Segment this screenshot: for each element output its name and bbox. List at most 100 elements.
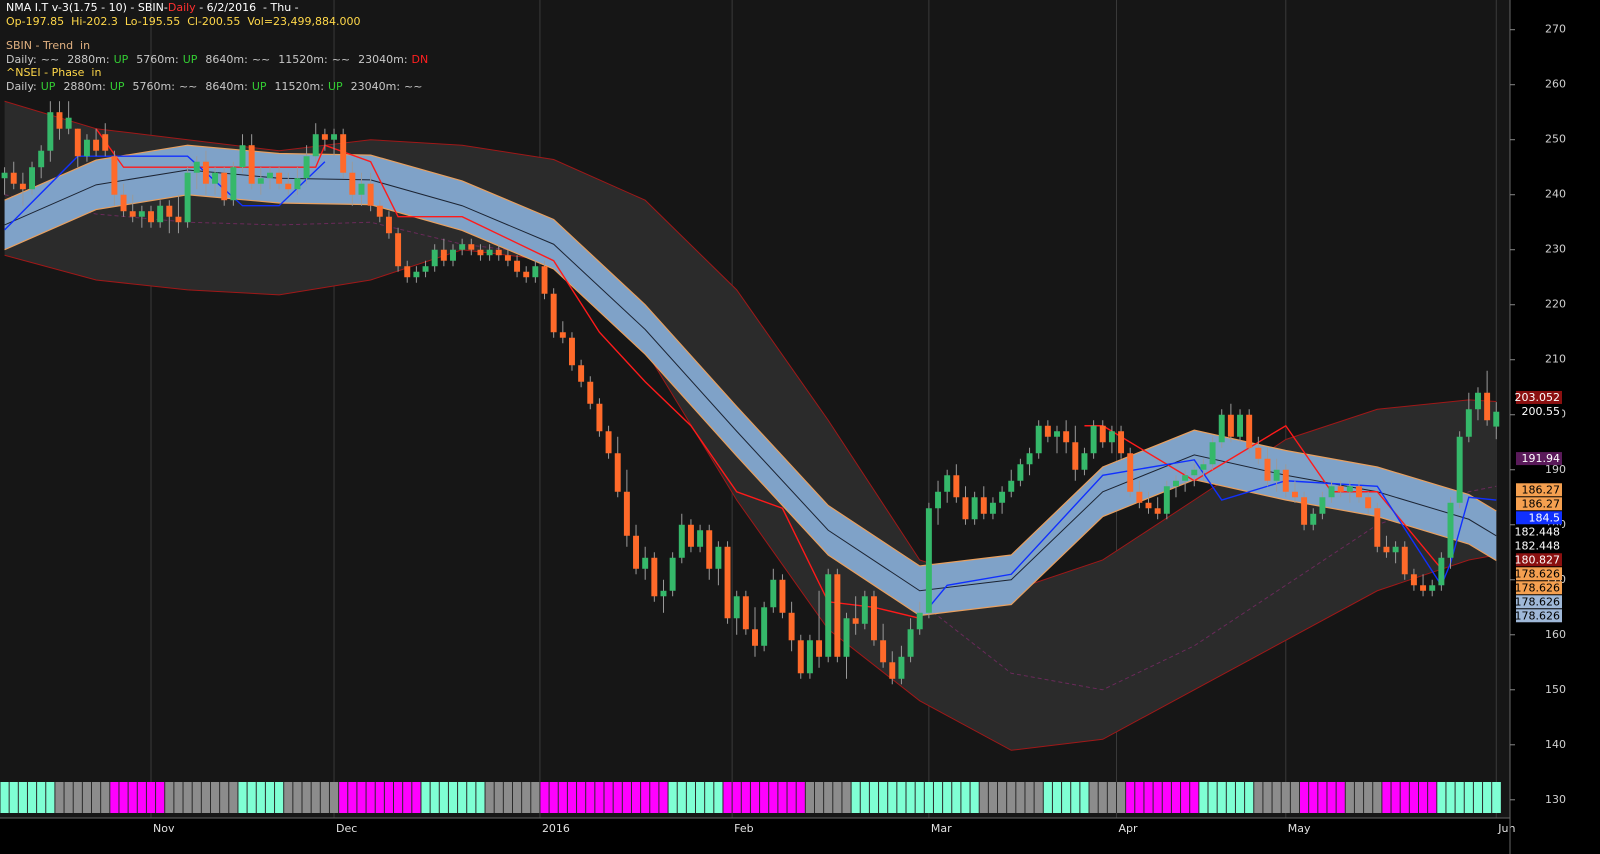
candle-body — [212, 172, 219, 184]
candle-body — [678, 524, 685, 558]
phase-run — [979, 782, 1044, 813]
y-tick-label: 160 — [1545, 628, 1566, 641]
candle-body — [806, 640, 813, 674]
candle-body — [1374, 508, 1381, 547]
price-label-box — [1516, 404, 1562, 418]
candle-body — [477, 249, 484, 256]
candle-body — [1328, 486, 1335, 498]
candle-body — [1172, 480, 1179, 487]
price-label: 186.27 — [1522, 483, 1561, 496]
candle-body — [74, 128, 81, 157]
candle-body — [935, 491, 942, 509]
candle-body — [953, 475, 960, 498]
candle-body — [559, 332, 566, 338]
candle-body — [605, 431, 612, 454]
candle-body — [1218, 414, 1225, 443]
candle-body — [111, 156, 118, 195]
candle-body — [889, 662, 896, 679]
candle-body — [1200, 464, 1207, 470]
candle-body — [779, 579, 786, 613]
header-text: UP — [113, 53, 129, 66]
x-tick-label: Apr — [1118, 822, 1138, 835]
header-text: UP — [109, 80, 125, 93]
candle-body — [321, 134, 328, 140]
header-text: SBIN - Trend in — [6, 39, 91, 52]
header-text: ~~ — [404, 80, 423, 93]
candle-body — [1209, 442, 1216, 465]
candle-body — [880, 640, 887, 663]
candle-body — [816, 640, 823, 657]
price-label: 180.827 — [1515, 553, 1561, 566]
header-text: DN — [411, 53, 429, 66]
candle-body — [1255, 447, 1262, 459]
candle-body — [925, 508, 932, 613]
candle-body — [376, 205, 383, 217]
candle-body — [385, 216, 392, 234]
candle-body — [1301, 497, 1308, 525]
candle-body — [175, 216, 182, 223]
x-tick-label: Dec — [336, 822, 357, 835]
header-text: ~~ — [178, 80, 198, 93]
header-text: ^NSEI - Phase in — [6, 66, 102, 79]
y-tick-label: 230 — [1545, 243, 1566, 256]
y-tick-label: 140 — [1545, 738, 1566, 751]
candle-body — [349, 172, 356, 195]
candle-body — [642, 557, 649, 569]
candle-body — [1365, 497, 1372, 509]
candle-body — [1145, 502, 1152, 509]
candle-body — [587, 381, 594, 404]
candle-body — [1282, 469, 1289, 492]
candle-body — [1484, 392, 1491, 421]
price-label-box — [1516, 525, 1562, 539]
price-label: 186.27 — [1522, 497, 1561, 510]
header-text: 23040m: — [350, 80, 401, 93]
candle-body — [633, 535, 640, 569]
candle-body — [331, 134, 338, 140]
header-text: Op-197.85 Hi-202.3 Lo-195.55 Cl-200.55 V… — [6, 15, 361, 28]
candle-body — [431, 249, 438, 267]
candle-body — [834, 574, 841, 657]
phase-run — [1253, 782, 1300, 813]
header-text: ~~ — [331, 53, 351, 66]
phase-run — [805, 782, 852, 813]
price-label: 178.626 — [1515, 595, 1561, 608]
header-text: Daily: — [6, 80, 37, 93]
candle-body — [202, 161, 209, 184]
candle-body — [56, 112, 63, 129]
y-tick-label: 250 — [1545, 133, 1566, 146]
candle-body — [19, 183, 26, 190]
candle-body — [1163, 486, 1170, 514]
price-label-box — [1516, 609, 1562, 623]
candle-body — [1191, 469, 1198, 476]
header-row: ^NSEI - Phase in — [6, 66, 101, 80]
candle-body — [38, 150, 45, 168]
header-row: Daily: ~~ 2880m: UP 5760m: UP 8640m: ~~ 11520m: ~… — [6, 53, 436, 67]
candle-body — [623, 491, 630, 536]
candle-body — [989, 502, 996, 514]
price-label: 178.626 — [1515, 567, 1561, 580]
candle-body — [413, 271, 420, 278]
candle-body — [1035, 425, 1042, 454]
cloud-lower-line — [4, 249, 1497, 751]
band-upper-line — [4, 144, 1497, 567]
candle-body — [340, 134, 347, 173]
candle-body — [440, 249, 447, 261]
candle-body — [303, 156, 310, 179]
price-label-box — [1516, 452, 1562, 466]
candle-body — [1264, 458, 1271, 481]
candle-body — [102, 134, 109, 151]
candle-body — [486, 249, 493, 256]
price-label-box — [1516, 567, 1562, 581]
candle-body — [1154, 508, 1161, 514]
x-tick-label: Jun — [1497, 822, 1515, 835]
candle-body — [971, 497, 978, 520]
y-tick-label: 270 — [1545, 23, 1566, 36]
axis-background — [1510, 0, 1600, 854]
candle-body — [184, 172, 191, 223]
price-label-box — [1516, 581, 1562, 595]
candle-body — [1447, 502, 1454, 558]
candle-body — [669, 557, 676, 591]
candle-body — [1392, 546, 1399, 553]
